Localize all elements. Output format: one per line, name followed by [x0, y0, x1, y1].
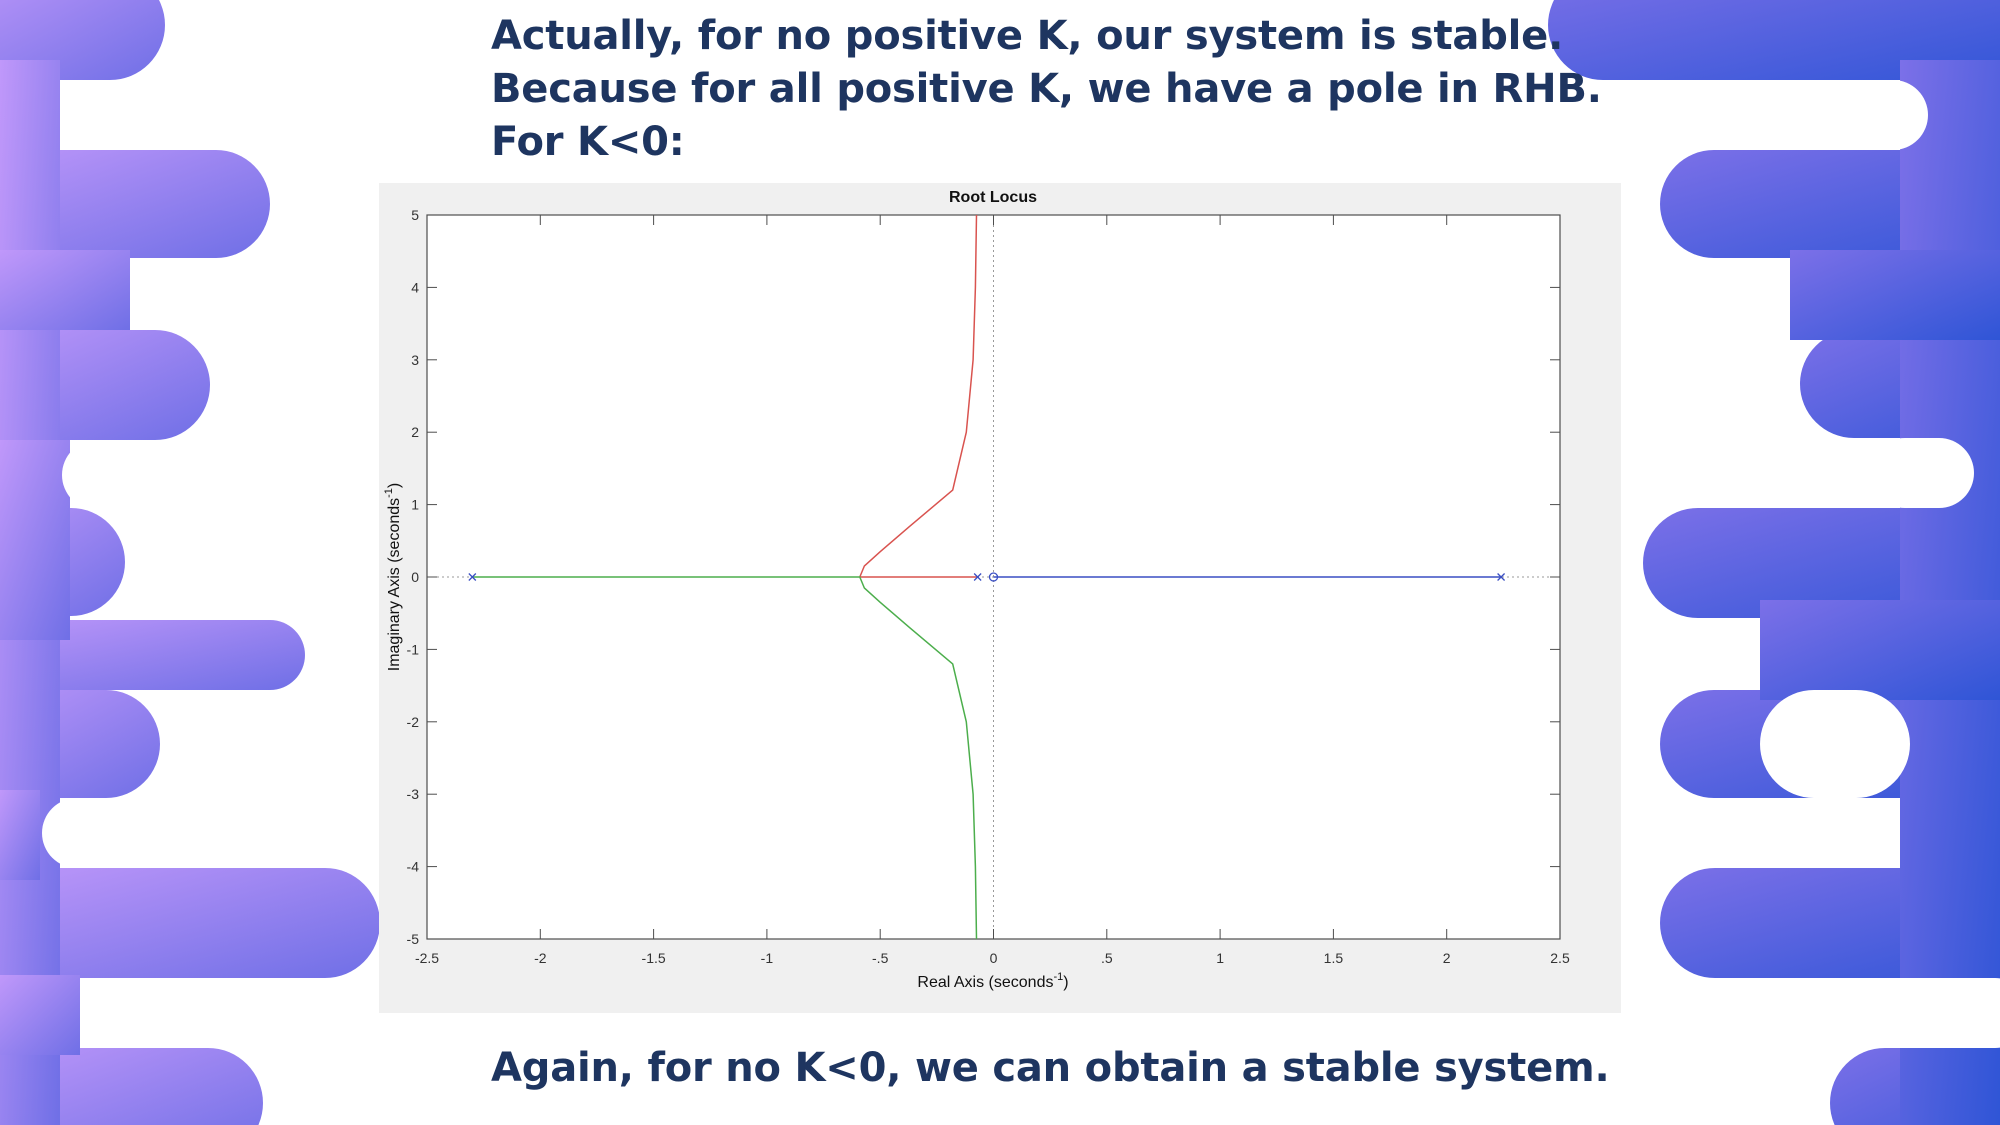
- x-tick-label: .5: [1101, 950, 1113, 966]
- x-tick-label: 1.5: [1324, 950, 1344, 966]
- locus-branch-1: [859, 214, 978, 578]
- zero-marker: [988, 572, 999, 582]
- pole-marker: [468, 573, 477, 581]
- y-tick-label: -3: [407, 786, 420, 802]
- heading-line-3: For K<0:: [491, 119, 685, 165]
- pole-marker: [973, 573, 982, 581]
- y-tick-label: 2: [411, 424, 419, 440]
- x-tick-label: -1.5: [642, 950, 666, 966]
- x-tick-label: -.5: [872, 950, 889, 966]
- slide-heading: Actually, for no positive K, our system …: [491, 10, 1602, 169]
- chart-title: Root Locus: [949, 189, 1037, 206]
- pole-marker: [1497, 573, 1506, 581]
- heading-line-2: Because for all positive K, we have a po…: [491, 66, 1602, 112]
- x-tick-label: -1: [761, 950, 774, 966]
- root-locus-plot: -2.5 -2 -1.5 -1 -.5 0 .5 1 1.5 2 2.5 -5 -4 -3 -2 -1 0 1 2 3…: [383, 189, 1570, 991]
- y-tick-label: 1: [411, 497, 419, 513]
- x-tick-label: -2: [534, 950, 547, 966]
- matlab-figure-panel: -2.5 -2 -1.5 -1 -.5 0 .5 1 1.5 2 2.5 -5 -4 -3 -2 -1 0 1 2 3…: [379, 183, 1621, 1013]
- y-tick-label: 3: [411, 352, 419, 368]
- y-tick-label: -5: [407, 931, 420, 947]
- heading-line-1: Actually, for no positive K, our system …: [491, 13, 1564, 59]
- right-wave-decoration: [1548, 0, 2000, 1125]
- locus-branch-2: [472, 576, 978, 940]
- slide-footer: Again, for no K<0, we can obtain a stabl…: [491, 1045, 1610, 1091]
- left-wave-decoration: [0, 0, 380, 1125]
- x-tick-label: 2.5: [1550, 950, 1570, 966]
- x-tick-label: -2.5: [415, 950, 439, 966]
- x-tick-label: 2: [1443, 950, 1451, 966]
- right-wave-cutouts: [1630, 80, 2000, 1048]
- x-tick-label: 1: [1216, 950, 1224, 966]
- y-tick-label: -1: [407, 641, 420, 657]
- x-axis-label: Real Axis (seconds-1): [917, 971, 1068, 991]
- y-tick-label: -4: [407, 859, 420, 875]
- y-tick-label: -2: [407, 714, 420, 730]
- y-tick-label: 5: [411, 207, 419, 223]
- y-tick-label: 4: [411, 279, 419, 295]
- left-wave-cutouts: [42, 80, 304, 1048]
- y-axis-label: Imaginary Axis (seconds-1): [383, 483, 403, 672]
- y-tick-label: 0: [411, 569, 419, 585]
- x-tick-label: 0: [990, 950, 998, 966]
